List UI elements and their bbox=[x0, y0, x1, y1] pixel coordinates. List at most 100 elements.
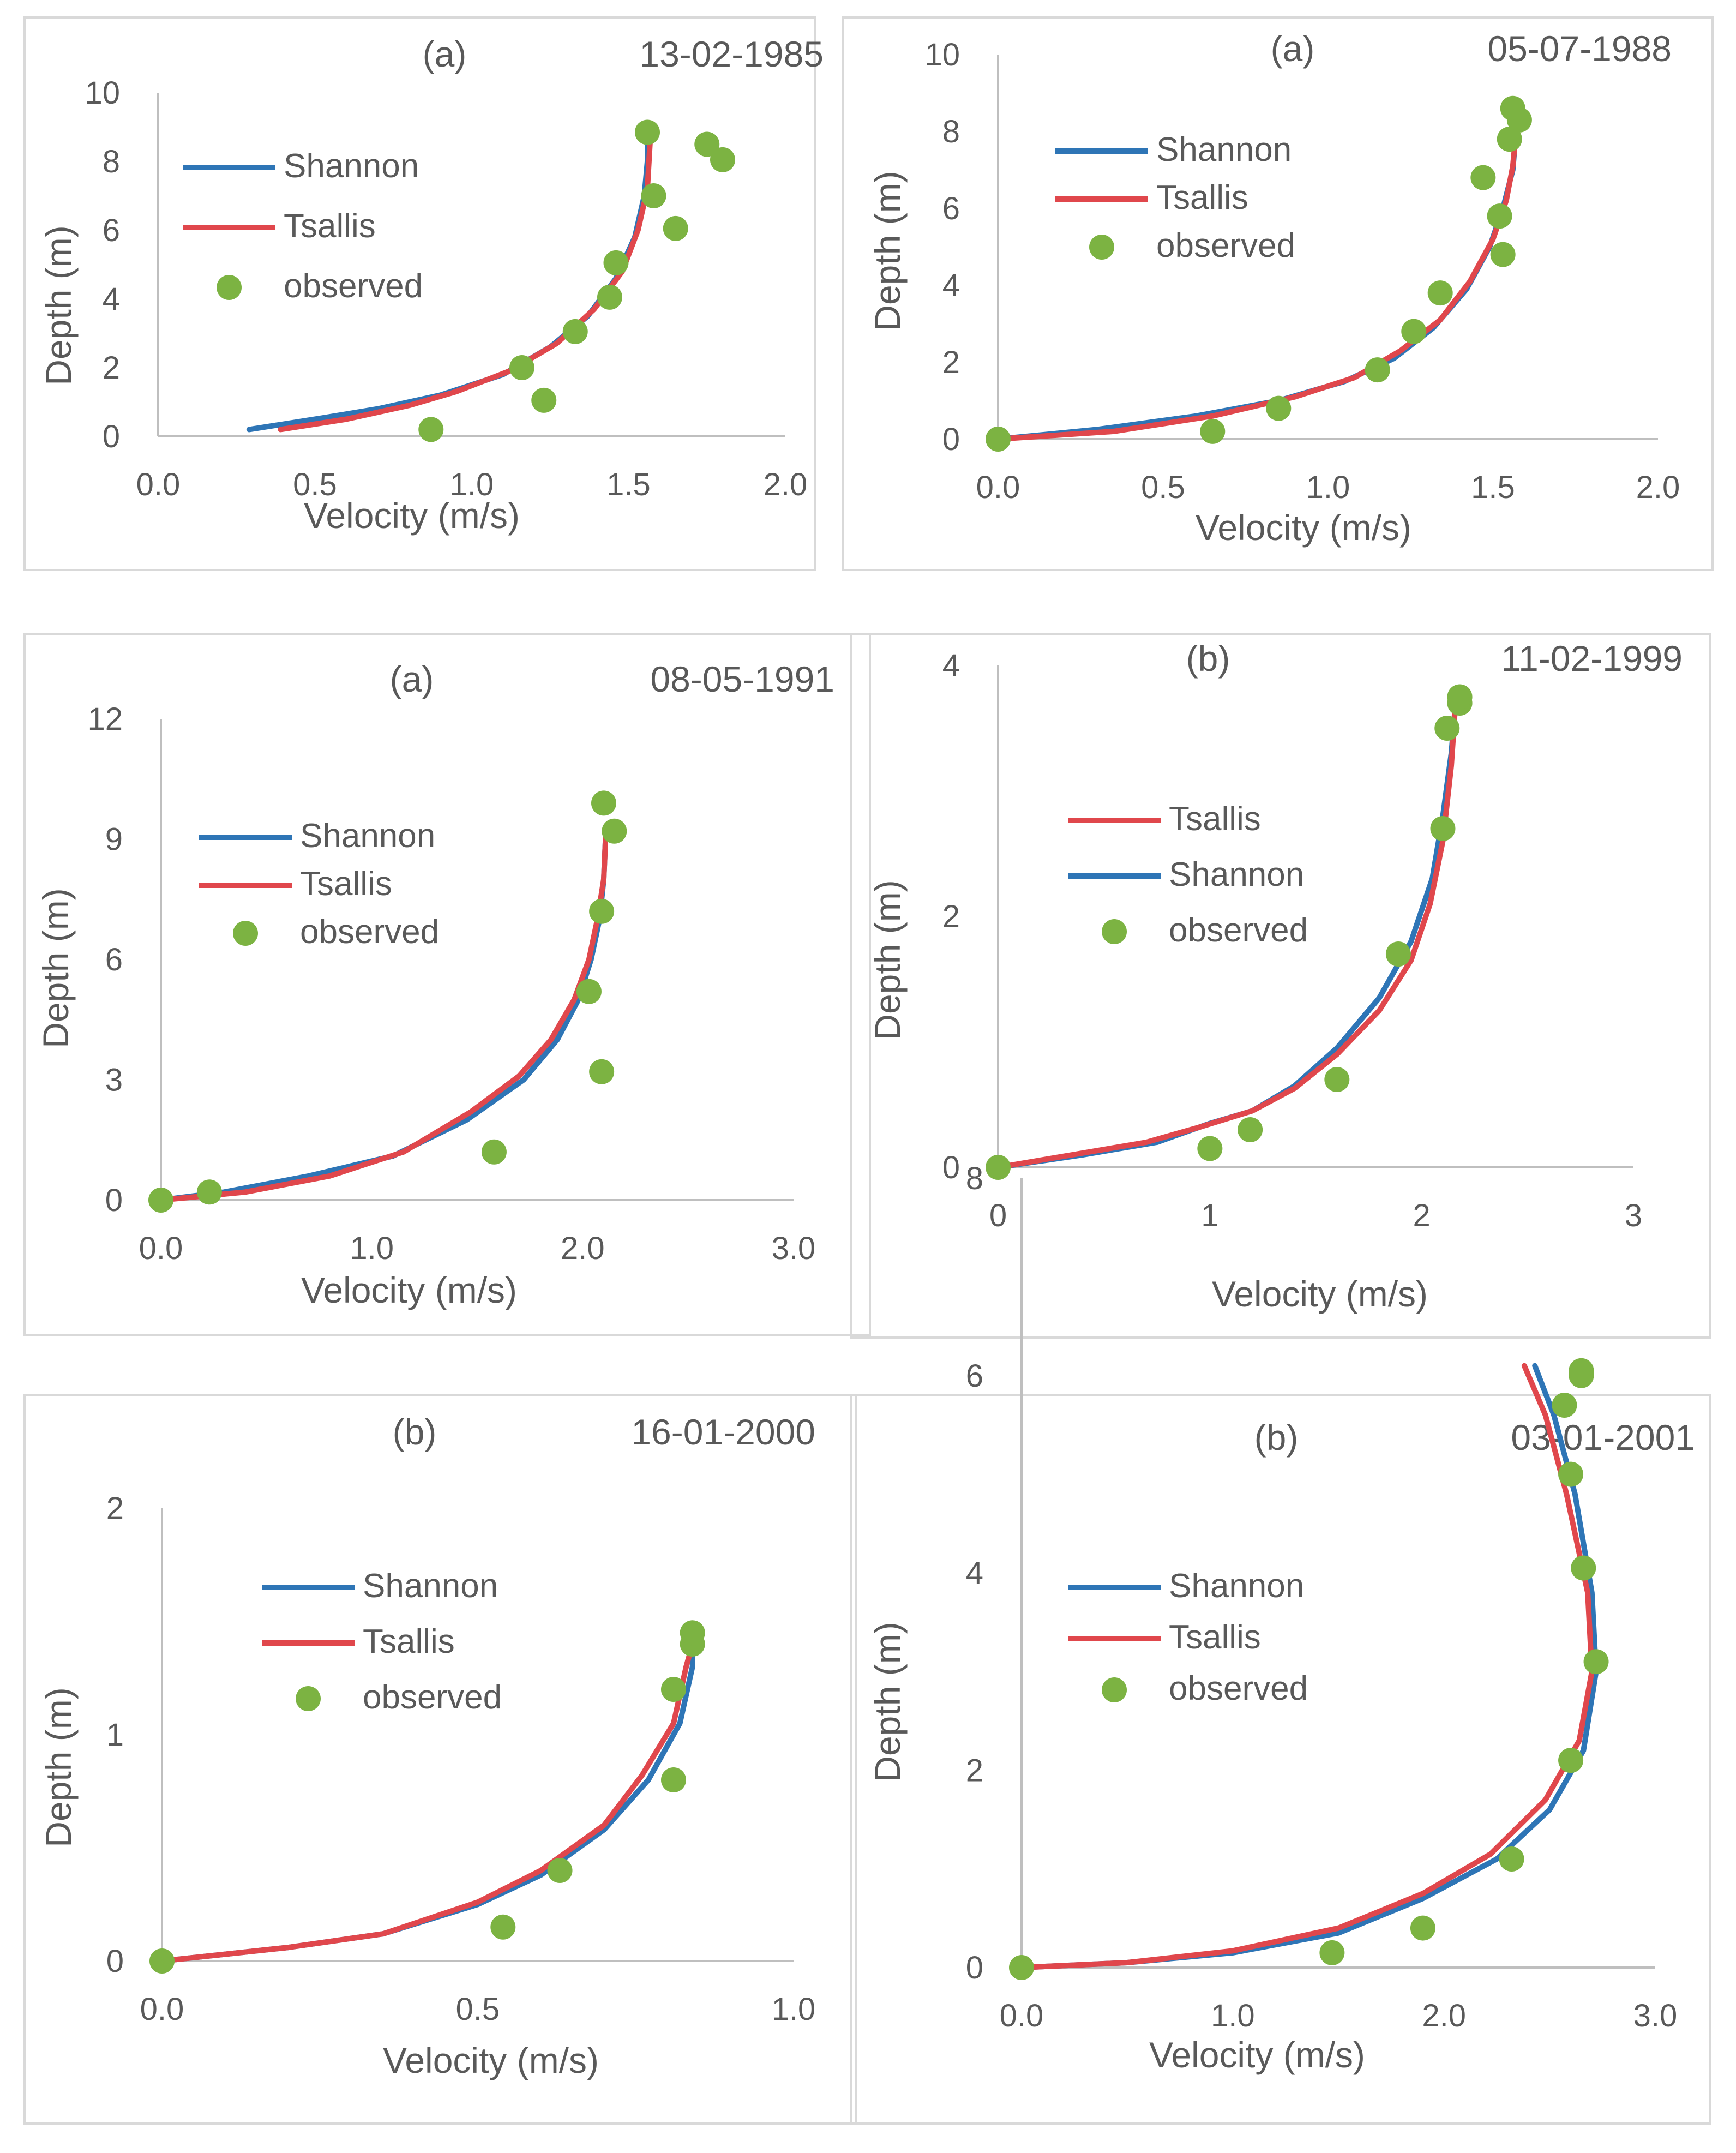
x-tick-label: 1.0 bbox=[772, 1992, 816, 2027]
y-tick-label: 4 bbox=[942, 648, 960, 683]
x-axis-title: Velocity (m/s) bbox=[1196, 507, 1411, 548]
x-tick-label: 1.0 bbox=[350, 1231, 394, 1266]
observed-point bbox=[1385, 941, 1411, 967]
y-tick-label: 12 bbox=[87, 701, 123, 737]
y-tick-label: 0 bbox=[106, 1944, 124, 1979]
observed-point bbox=[418, 417, 444, 442]
y-tick-label: 2 bbox=[103, 350, 120, 386]
x-tick-label: 0.0 bbox=[139, 1231, 183, 1266]
observed-point bbox=[589, 1059, 615, 1084]
legend-label-shannon: Shannon bbox=[1169, 1567, 1304, 1605]
panel-border bbox=[23, 633, 871, 1336]
observed-point bbox=[1238, 1117, 1263, 1142]
x-tick-label: 0.5 bbox=[456, 1992, 500, 2027]
observed-point bbox=[1558, 1748, 1584, 1773]
y-tick-label: 8 bbox=[966, 1161, 983, 1196]
observed-point bbox=[603, 250, 629, 275]
x-axis-title: Velocity (m/s) bbox=[304, 495, 520, 536]
observed-point bbox=[481, 1139, 507, 1165]
date-label: 13-02-1985 bbox=[639, 34, 824, 74]
y-tick-label: 8 bbox=[103, 144, 120, 179]
legend-label-observed: observed bbox=[363, 1678, 502, 1716]
legend-label-tsallis: Tsallis bbox=[1156, 179, 1248, 217]
observed-point bbox=[196, 1179, 222, 1205]
x-tick-label: 0.0 bbox=[136, 467, 181, 502]
observed-point bbox=[602, 818, 627, 844]
y-tick-label: 10 bbox=[85, 75, 120, 111]
y-tick-label: 0 bbox=[942, 422, 960, 457]
legend-observed-marker bbox=[217, 275, 242, 300]
y-tick-label: 3 bbox=[105, 1063, 123, 1098]
observed-point bbox=[1365, 357, 1390, 383]
observed-point bbox=[1583, 1649, 1609, 1675]
observed-point bbox=[1401, 319, 1427, 344]
y-tick-label: 2 bbox=[966, 1753, 983, 1788]
y-tick-label: 0 bbox=[105, 1183, 123, 1218]
legend-observed-marker bbox=[1089, 235, 1114, 260]
observed-point bbox=[149, 1948, 175, 1974]
y-tick-label: 10 bbox=[924, 37, 960, 73]
chart-panel-4: 0 1 2 3 0 2 4 Velocity (m/s) Depth (m) (b) 11-02-1… bbox=[850, 633, 1711, 1339]
x-tick-label: 1.0 bbox=[1211, 1998, 1255, 2034]
x-axis-title: Velocity (m/s) bbox=[1212, 1274, 1428, 1314]
panel-label: (b) bbox=[393, 1412, 437, 1452]
x-tick-label: 2.0 bbox=[1636, 470, 1680, 505]
legend-label-tsallis: Tsallis bbox=[1169, 1618, 1261, 1656]
legend-label-observed: observed bbox=[284, 267, 423, 305]
date-label: 03-01-2001 bbox=[1511, 1417, 1695, 1458]
x-tick-label: 0.0 bbox=[976, 470, 1020, 505]
observed-point bbox=[1500, 95, 1525, 121]
y-axis-title: Depth (m) bbox=[35, 888, 76, 1048]
chart-panel-2: 0.0 0.5 1.0 1.5 2.0 0 2 4 6 8 10 Velocity (m/s) Dept… bbox=[842, 16, 1714, 571]
observed-point bbox=[1410, 1915, 1435, 1941]
legend-observed-marker bbox=[1102, 1677, 1127, 1702]
legend-label-observed: observed bbox=[300, 913, 439, 951]
y-axis-title: Depth (m) bbox=[38, 1687, 79, 1847]
panel-border bbox=[23, 16, 816, 571]
y-tick-label: 2 bbox=[106, 1491, 124, 1526]
panel-label: (b) bbox=[1254, 1417, 1299, 1458]
panel-border bbox=[23, 1394, 857, 2125]
x-tick-label: 0.5 bbox=[1141, 470, 1185, 505]
observed-point bbox=[1470, 165, 1496, 190]
observed-point bbox=[1552, 1393, 1577, 1418]
legend-label-shannon: Shannon bbox=[1156, 131, 1292, 169]
legend-label-observed: observed bbox=[1169, 1670, 1308, 1707]
y-tick-label: 2 bbox=[942, 345, 960, 380]
observed-point bbox=[597, 284, 622, 310]
date-label: 05-07-1988 bbox=[1487, 28, 1672, 69]
x-tick-label: 2.0 bbox=[764, 467, 808, 502]
chart-panel-5: 0.0 0.5 1.0 0 1 2 Velocity (m/s) Depth (m) (b) 16… bbox=[23, 1394, 857, 2125]
legend-label-observed: observed bbox=[1169, 911, 1308, 949]
y-axis-title: Depth (m) bbox=[867, 1622, 908, 1782]
observed-point bbox=[562, 319, 588, 344]
observed-point bbox=[986, 427, 1011, 452]
observed-point bbox=[1430, 816, 1456, 841]
observed-point bbox=[1558, 1461, 1584, 1487]
chart-panel-1: 0.0 0.5 1.0 1.5 2.0 0 2 4 6 8 10 Velocity (m/s) Dept… bbox=[23, 16, 824, 571]
legend-label-shannon: Shannon bbox=[1169, 856, 1304, 893]
x-tick-label: 3.0 bbox=[772, 1231, 816, 1266]
x-tick-label: 2.0 bbox=[561, 1231, 605, 1266]
x-tick-label: 1.0 bbox=[1306, 470, 1350, 505]
observed-point bbox=[531, 387, 557, 413]
y-tick-label: 8 bbox=[942, 114, 960, 149]
observed-point bbox=[1319, 1940, 1345, 1965]
observed-point bbox=[1266, 395, 1292, 421]
observed-point bbox=[1009, 1955, 1034, 1980]
legend-label-tsallis: Tsallis bbox=[300, 865, 392, 903]
observed-point bbox=[1427, 280, 1453, 306]
panel-label: (a) bbox=[423, 34, 467, 74]
observed-point bbox=[1197, 1136, 1223, 1161]
y-tick-label: 4 bbox=[103, 281, 120, 317]
observed-point bbox=[576, 979, 602, 1004]
observed-point bbox=[986, 1155, 1011, 1180]
legend-label-shannon: Shannon bbox=[300, 817, 435, 855]
y-tick-label: 1 bbox=[106, 1717, 124, 1753]
y-axis-title: Depth (m) bbox=[867, 880, 908, 1040]
observed-point bbox=[589, 898, 615, 924]
panel-border bbox=[842, 16, 1714, 571]
panel-label: (b) bbox=[1186, 638, 1230, 679]
date-label: 08-05-1991 bbox=[650, 659, 834, 699]
